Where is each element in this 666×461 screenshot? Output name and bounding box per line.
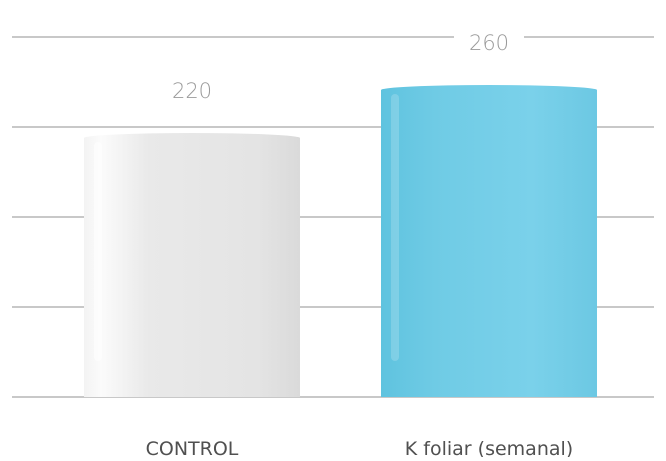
bar-highlight	[391, 94, 399, 361]
bar-control	[84, 133, 300, 397]
value-label: 260	[469, 31, 509, 55]
value-label-background	[157, 75, 227, 105]
bar-highlight	[94, 142, 102, 361]
bar-k-foliar-semanal	[381, 85, 597, 397]
category-label: CONTROL	[146, 438, 239, 457]
x-axis: CONTROL K foliar (semanal)	[146, 438, 574, 460]
data-labels: 220 260	[157, 27, 524, 105]
value-label-background	[454, 27, 524, 57]
value-label: 220	[172, 79, 212, 103]
category-label: K foliar (semanal)	[405, 438, 573, 457]
bars	[84, 85, 597, 397]
